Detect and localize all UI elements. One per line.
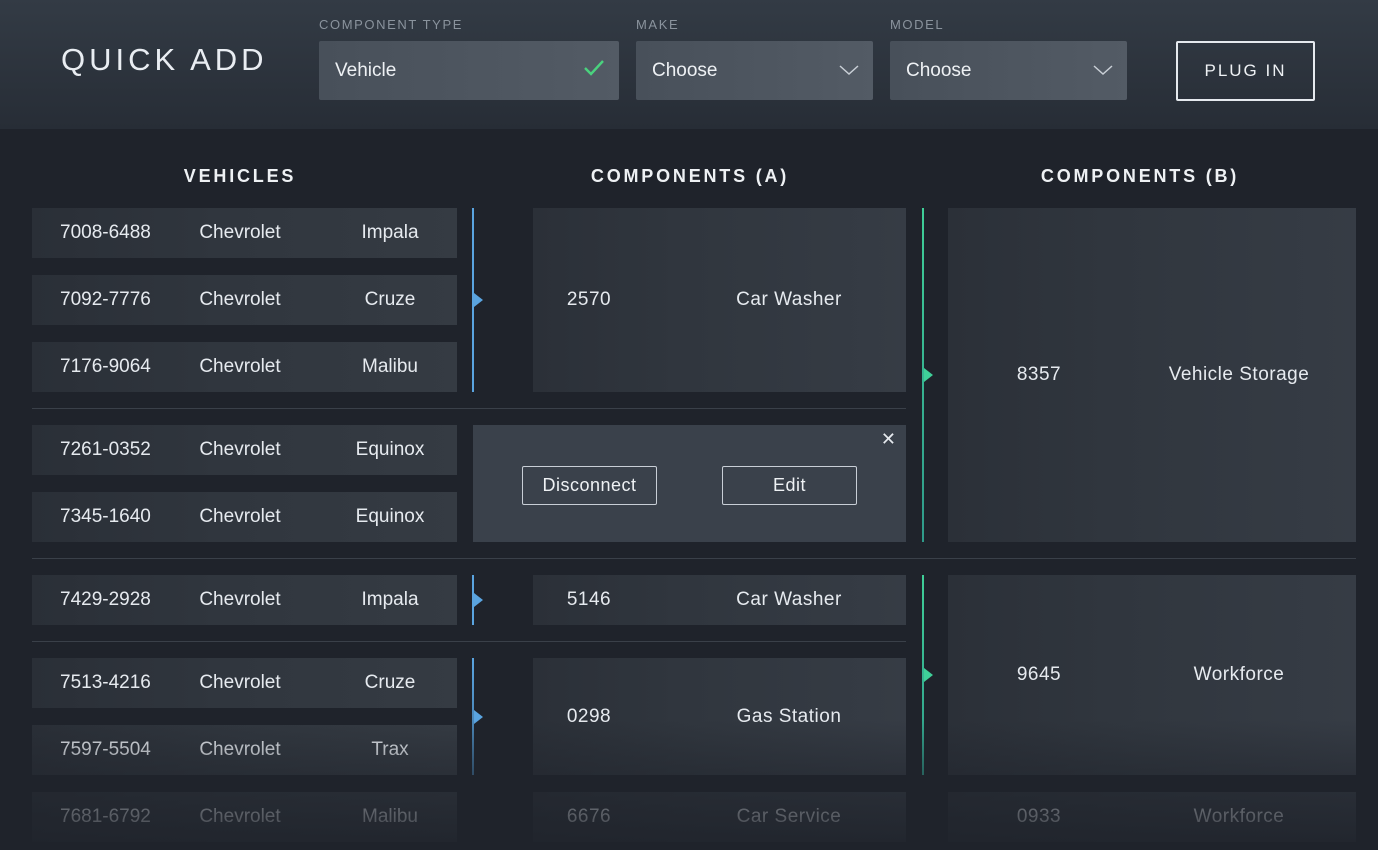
vehicle-make: Chevrolet: [199, 672, 281, 693]
connection-action-popup: ✕ Disconnect Edit: [473, 425, 906, 542]
connector-arrow-icon: [924, 668, 933, 682]
group-separator: [32, 558, 1356, 559]
component-a-card[interactable]: 0298 Gas Station: [533, 658, 906, 775]
vehicle-make: Chevrolet: [199, 222, 281, 243]
vehicle-id: 7597-5504: [60, 739, 151, 760]
vehicle-row[interactable]: 7261-0352 Chevrolet Equinox: [32, 425, 457, 475]
component-a-card[interactable]: 2570 Car Washer: [533, 208, 906, 392]
component-b-id: 9645: [1016, 664, 1062, 685]
vehicle-model: Impala: [361, 589, 419, 610]
check-icon: [583, 59, 605, 83]
component-a-card[interactable]: 6676 Car Service: [533, 792, 906, 842]
vehicle-id: 7008-6488: [60, 222, 151, 243]
component-type-label: COMPONENT TYPE: [319, 17, 463, 32]
vehicle-model: Malibu: [362, 806, 418, 827]
model-value: Choose: [906, 59, 972, 81]
vehicle-model: Impala: [361, 222, 419, 243]
vehicle-make: Chevrolet: [199, 589, 281, 610]
vehicle-make: Chevrolet: [199, 356, 281, 377]
vehicles-heading: VEHICLES: [183, 166, 297, 186]
component-a-id: 5146: [566, 589, 612, 610]
vehicle-model: Equinox: [355, 506, 425, 527]
vehicle-make: Chevrolet: [199, 506, 281, 527]
component-a-name: Car Service: [736, 806, 842, 827]
vehicle-row[interactable]: 7008-6488 Chevrolet Impala: [32, 208, 457, 258]
chevron-down-icon: [1093, 60, 1113, 82]
component-b-card[interactable]: 8357 Vehicle Storage: [948, 208, 1356, 542]
vehicle-model: Trax: [371, 739, 409, 760]
group-separator: [32, 408, 906, 409]
vehicle-make: Chevrolet: [199, 289, 281, 310]
component-a-id: 2570: [566, 289, 612, 310]
quick-add-title: QUICK ADD: [61, 42, 268, 77]
vehicle-row[interactable]: 7513-4216 Chevrolet Cruze: [32, 658, 457, 708]
vehicle-id: 7429-2928: [60, 589, 151, 610]
vehicle-id: 7513-4216: [60, 672, 151, 693]
component-b-card[interactable]: 9645 Workforce: [948, 575, 1356, 775]
vehicle-row[interactable]: 7681-6792 Chevrolet Malibu: [32, 792, 457, 842]
components-a-heading: COMPONENTS (A): [590, 166, 790, 186]
vehicle-make: Chevrolet: [199, 439, 281, 460]
components-b-heading: COMPONENTS (B): [1040, 166, 1240, 186]
component-b-name: Workforce: [1193, 664, 1285, 685]
chevron-down-icon: [839, 60, 859, 82]
quick-add-bar: QUICK ADD COMPONENT TYPE Vehicle MAKE Ch…: [0, 0, 1378, 129]
vehicle-id: 7345-1640: [60, 506, 151, 527]
vehicle-id: 7681-6792: [60, 806, 151, 827]
connector-arrow-icon: [474, 710, 483, 724]
plug-in-button[interactable]: PLUG IN: [1176, 41, 1315, 101]
make-select[interactable]: Choose: [636, 41, 873, 100]
component-type-value: Vehicle: [335, 59, 397, 81]
make-value: Choose: [652, 59, 718, 81]
close-icon[interactable]: ✕: [880, 429, 896, 449]
vehicle-model: Equinox: [355, 439, 425, 460]
component-a-name: Car Washer: [736, 289, 842, 310]
group-separator: [32, 641, 906, 642]
connector-arrow-icon: [924, 368, 933, 382]
connector-line: [472, 208, 474, 392]
vehicle-row[interactable]: 7092-7776 Chevrolet Cruze: [32, 275, 457, 325]
component-b-card[interactable]: 0933 Workforce: [948, 792, 1356, 842]
component-b-id: 0933: [1016, 806, 1062, 827]
connector-line: [922, 575, 924, 775]
vehicle-row[interactable]: 7597-5504 Chevrolet Trax: [32, 725, 457, 775]
component-a-name: Gas Station: [736, 705, 842, 727]
vehicle-row[interactable]: 7345-1640 Chevrolet Equinox: [32, 492, 457, 542]
vehicle-make: Chevrolet: [199, 806, 281, 827]
connector-arrow-icon: [474, 293, 483, 307]
connector-line: [472, 575, 474, 625]
component-a-card[interactable]: 5146 Car Washer: [533, 575, 906, 625]
make-label: MAKE: [636, 17, 680, 32]
vehicle-model: Cruze: [364, 289, 416, 310]
vehicle-model: Malibu: [362, 356, 418, 377]
connector-arrow-icon: [474, 593, 483, 607]
component-type-select[interactable]: Vehicle: [319, 41, 619, 100]
vehicle-model: Cruze: [364, 672, 416, 693]
vehicle-row[interactable]: 7429-2928 Chevrolet Impala: [32, 575, 457, 625]
model-label: MODEL: [890, 17, 945, 32]
connector-line: [922, 208, 924, 542]
component-a-id: 6676: [566, 806, 612, 827]
vehicle-make: Chevrolet: [199, 739, 281, 760]
vehicle-id: 7261-0352: [60, 439, 151, 460]
component-a-id: 0298: [566, 705, 612, 727]
connector-line: [472, 658, 474, 775]
disconnect-button[interactable]: Disconnect: [522, 466, 657, 505]
component-a-name: Car Washer: [736, 589, 842, 610]
edit-button[interactable]: Edit: [722, 466, 857, 505]
component-b-name: Vehicle Storage: [1168, 364, 1310, 385]
vehicle-id: 7092-7776: [60, 289, 151, 310]
model-select[interactable]: Choose: [890, 41, 1127, 100]
vehicle-row[interactable]: 7176-9064 Chevrolet Malibu: [32, 342, 457, 392]
component-b-name: Workforce: [1193, 806, 1285, 827]
vehicle-id: 7176-9064: [60, 356, 151, 377]
component-b-id: 8357: [1016, 364, 1062, 385]
